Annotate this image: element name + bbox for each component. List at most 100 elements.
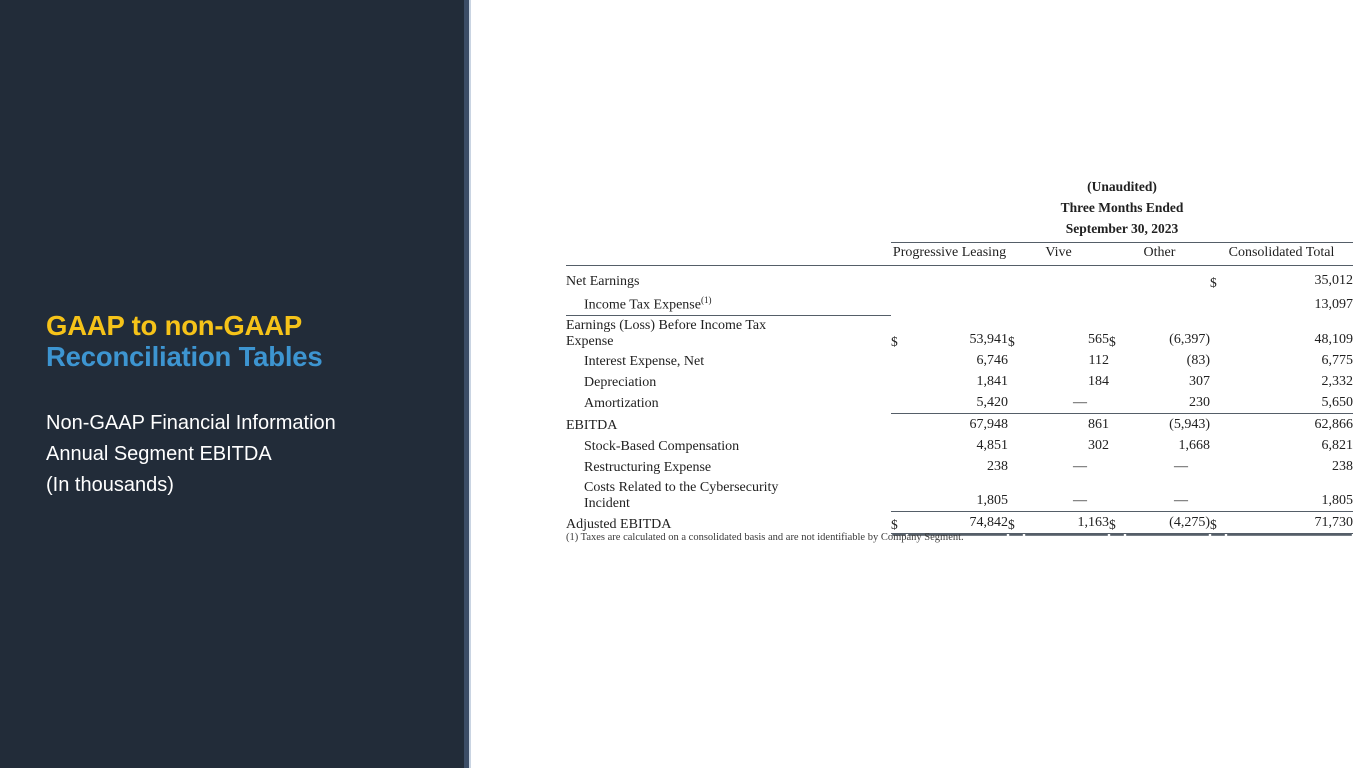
row-value-progressive bbox=[907, 270, 1008, 291]
row-sym-other bbox=[1109, 477, 1125, 512]
row-value-vive: — bbox=[1073, 394, 1087, 410]
row-label-text: Income Tax Expense bbox=[584, 297, 701, 313]
slide-title-block: GAAP to non-GAAP Reconciliation Tables bbox=[46, 310, 446, 372]
row-label-line-2: Expense bbox=[566, 333, 614, 349]
period-header-date: September 30, 2023 bbox=[1065, 221, 1179, 236]
row-label-earnings-before-income-tax: Earnings (Loss) Before Income Tax Expens… bbox=[566, 314, 891, 350]
row-sym-total: $ bbox=[1210, 511, 1226, 535]
row-value-total: 2,332 bbox=[1321, 373, 1354, 389]
row-sym-progressive bbox=[891, 435, 907, 456]
row-sym-other: $ bbox=[1109, 511, 1125, 535]
row-sym-progressive bbox=[891, 456, 907, 477]
row-label-line-1: Earnings (Loss) Before Income Tax bbox=[566, 317, 767, 333]
row-value-other: — bbox=[1174, 458, 1188, 474]
table-row-total: Adjusted EBITDA $ 74,842 $ 1,163 $ (4,27… bbox=[566, 511, 1353, 535]
table-row: Depreciation 1,841 184 307 2,332 bbox=[566, 371, 1353, 392]
row-value-vive bbox=[1024, 270, 1109, 291]
table-row-subtotal: EBITDA 67,948 861 (5,943) 62,866 bbox=[566, 412, 1353, 435]
row-value-other: 230 bbox=[1189, 394, 1210, 410]
row-sym-progressive bbox=[891, 291, 907, 315]
row-value-vive bbox=[1024, 291, 1109, 315]
row-value-other: (5,943) bbox=[1125, 412, 1210, 435]
row-value-other bbox=[1125, 270, 1210, 291]
row-value-total: 6,821 bbox=[1321, 437, 1354, 453]
row-sym-vive bbox=[1008, 392, 1024, 414]
row-sym-progressive bbox=[891, 350, 907, 371]
row-value-total: 48,109 bbox=[1314, 331, 1354, 347]
row-sym-vive: $ bbox=[1008, 333, 1015, 349]
row-sym-vive bbox=[1008, 291, 1024, 315]
row-value-progressive: 1,841 bbox=[976, 373, 1009, 389]
row-value-total: 238 bbox=[1332, 458, 1353, 474]
table-row: Stock-Based Compensation 4,851 302 1,668… bbox=[566, 435, 1353, 456]
row-sym-vive bbox=[1008, 371, 1024, 392]
row-value-progressive: 4,851 bbox=[976, 437, 1009, 453]
row-value-other: 307 bbox=[1189, 373, 1210, 389]
row-value-total: 1,805 bbox=[1321, 493, 1354, 509]
row-sym-vive bbox=[1008, 456, 1024, 477]
row-value-progressive: 67,948 bbox=[907, 412, 1008, 435]
table-row: Amortization 5,420 — 230 5,650 bbox=[566, 392, 1353, 414]
table-row: Income Tax Expense(1) 13,097 bbox=[566, 291, 1353, 315]
segment-ebitda-table: Progressive Leasing Vive Other Consolida… bbox=[566, 242, 1354, 535]
row-value-progressive: 1,805 bbox=[976, 493, 1009, 509]
row-sym-total bbox=[1210, 456, 1226, 477]
period-header: (Unaudited) Three Months Ended September… bbox=[891, 176, 1353, 239]
row-value-other: 1,668 bbox=[1178, 437, 1211, 453]
table-row: Restructuring Expense 238 — — 238 bbox=[566, 456, 1353, 477]
row-value-total: 71,730 bbox=[1226, 511, 1353, 535]
row-value-vive: — bbox=[1073, 493, 1087, 509]
table-footnote: (1) Taxes are calculated on a consolidat… bbox=[566, 532, 964, 543]
row-sym-vive: $ bbox=[1008, 511, 1024, 535]
column-header-underline bbox=[566, 265, 1353, 266]
column-header-other: Other bbox=[1109, 242, 1210, 266]
column-header-progressive-leasing: Progressive Leasing bbox=[891, 242, 1008, 266]
row-value-total: 35,012 bbox=[1314, 273, 1354, 288]
row-sym-other bbox=[1109, 270, 1125, 291]
row-value-progressive: 238 bbox=[987, 458, 1008, 474]
table-row: Earnings (Loss) Before Income Tax Expens… bbox=[566, 314, 1354, 350]
slide-subtitle-line-3: (In thousands) bbox=[46, 474, 174, 496]
row-sym-total bbox=[1210, 477, 1226, 512]
row-sym-progressive bbox=[891, 477, 907, 512]
row-sym-other: $ bbox=[1109, 333, 1116, 349]
left-title-panel bbox=[0, 0, 464, 768]
slide-title-line-1: GAAP to non-GAAP bbox=[46, 310, 302, 341]
row-sym-progressive bbox=[891, 392, 907, 414]
row-sym-other bbox=[1109, 371, 1125, 392]
row-value-total: 62,866 bbox=[1226, 412, 1353, 435]
row-label-cybersecurity-costs: Costs Related to the Cybersecurity Incid… bbox=[566, 477, 891, 512]
row-value-total: 5,650 bbox=[1321, 394, 1354, 410]
row-sym-vive bbox=[1008, 477, 1024, 512]
row-sym-other bbox=[1109, 350, 1125, 371]
table-row: Costs Related to the Cybersecurity Incid… bbox=[566, 477, 1353, 512]
column-header-spacer bbox=[566, 243, 891, 266]
row-value-progressive: 53,941 bbox=[969, 331, 1009, 347]
row-sym-other bbox=[1109, 435, 1125, 456]
row-sym-total bbox=[1210, 392, 1226, 414]
row-sym-vive bbox=[1008, 435, 1024, 456]
row-label-line-1: Costs Related to the Cybersecurity bbox=[584, 479, 779, 495]
period-header-unaudited: (Unaudited) bbox=[1087, 179, 1157, 194]
footnote-marker: (1) bbox=[700, 295, 712, 305]
column-header-consolidated-total: Consolidated Total bbox=[1210, 242, 1353, 266]
row-label-net-earnings: Net Earnings bbox=[566, 274, 640, 289]
slide-subtitle-line-1: Non-GAAP Financial Information bbox=[46, 412, 336, 434]
row-value-vive: 565 bbox=[1088, 331, 1109, 347]
row-value-other: (4,275) bbox=[1125, 511, 1210, 535]
table-row: Net Earnings $ 35,012 bbox=[566, 270, 1353, 291]
row-label-restructuring-expense: Restructuring Expense bbox=[584, 459, 712, 475]
table-column-header-row: Progressive Leasing Vive Other Consolida… bbox=[566, 242, 1353, 266]
period-header-range: Three Months Ended bbox=[1060, 200, 1184, 215]
row-label-income-tax-expense: Income Tax Expense(1) bbox=[566, 291, 891, 315]
row-value-progressive: 5,420 bbox=[976, 394, 1009, 410]
row-value-vive: 112 bbox=[1088, 352, 1109, 368]
row-sym-total bbox=[1210, 435, 1226, 456]
row-sym-other bbox=[1109, 456, 1125, 477]
row-label-depreciation: Depreciation bbox=[584, 374, 657, 390]
row-sym-total bbox=[1210, 291, 1226, 315]
row-value-vive: — bbox=[1073, 458, 1087, 474]
row-sym-other bbox=[1109, 392, 1125, 414]
row-label-stock-based-compensation: Stock-Based Compensation bbox=[584, 438, 740, 454]
row-sym-progressive bbox=[891, 412, 907, 435]
